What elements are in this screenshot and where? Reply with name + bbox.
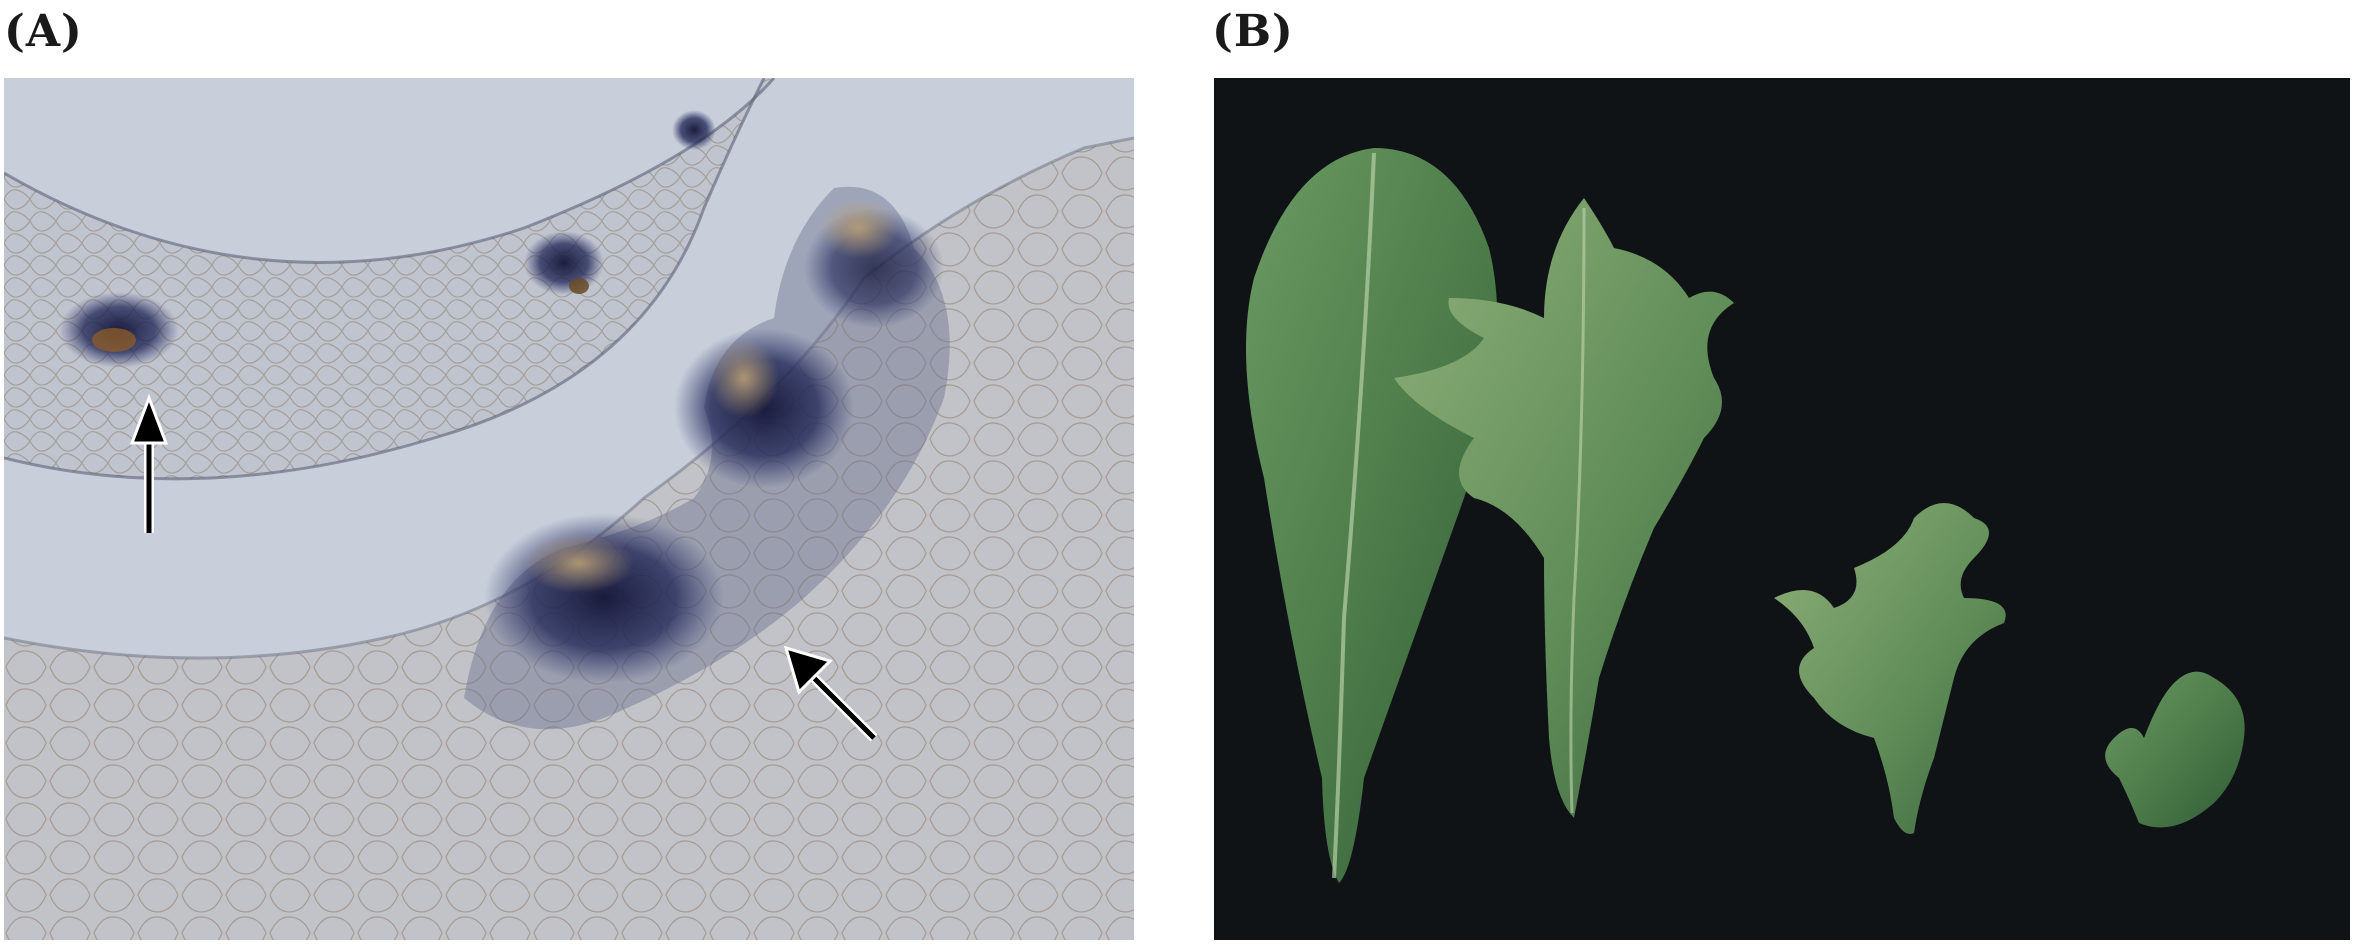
panel-b-photo xyxy=(1214,78,2350,940)
panel-a-label: (A) xyxy=(4,6,83,57)
arrow-marker-a1 xyxy=(129,393,169,533)
panel-b-label: (B) xyxy=(1212,6,1294,57)
leaf-1 xyxy=(1246,148,1498,883)
leaf-2 xyxy=(1394,198,1734,818)
leaf-3 xyxy=(1774,503,2006,834)
arrow-marker-a2 xyxy=(783,645,878,742)
leaf-4 xyxy=(2105,671,2245,828)
leaf-photo-image xyxy=(1214,78,2350,940)
micrograph-image xyxy=(4,78,1134,940)
panel-a-micrograph xyxy=(4,78,1134,940)
